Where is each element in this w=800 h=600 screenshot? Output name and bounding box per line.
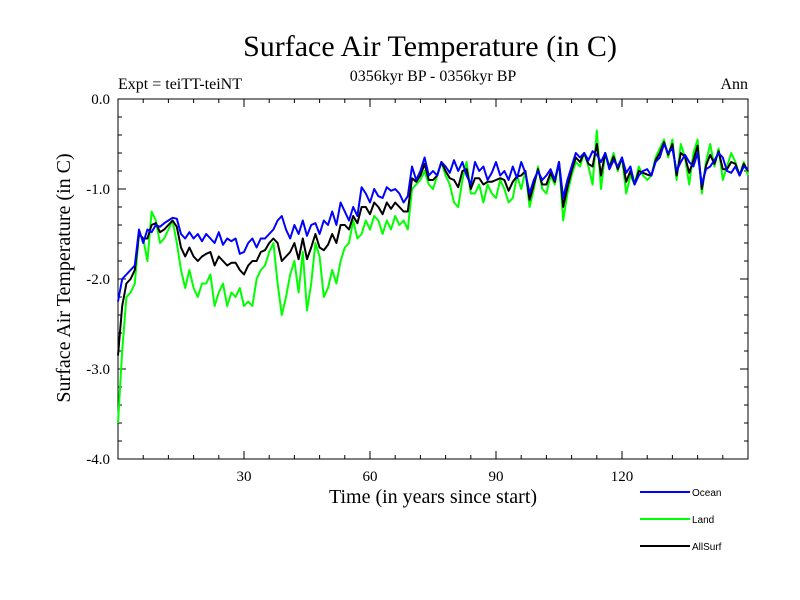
- legend-label-allsurf: AllSurf: [692, 542, 722, 553]
- legend-label-ocean: Ocean: [692, 488, 721, 499]
- chart-subtitle: 0356kyr BP - 0356kyr BP: [350, 68, 517, 85]
- series-line-allsurf: [117, 141, 749, 356]
- plot-frame: [117, 98, 749, 460]
- axis-tick-labels: 30 60 90 120 0.0 -1.0 -2.0 -3.0 -4.0: [86, 92, 633, 485]
- x-tick-label: 120: [611, 469, 634, 485]
- chart-title: Surface Air Temperature (in C): [243, 30, 617, 63]
- axis-ticks: [118, 99, 748, 459]
- y-axis-label: Surface Air Temperature (in C): [53, 153, 75, 402]
- y-tick-label: -4.0: [86, 452, 110, 468]
- series-line-ocean: [117, 143, 749, 302]
- legend: Ocean Land AllSurf: [640, 488, 722, 553]
- x-axis-label: Time (in years since start): [329, 486, 537, 508]
- season-label: Ann: [720, 76, 748, 93]
- series-lines: [117, 129, 749, 424]
- x-tick-label: 90: [489, 469, 504, 485]
- y-tick-label: -1.0: [86, 182, 110, 198]
- series-line-land: [117, 129, 749, 424]
- y-tick-label: -2.0: [86, 272, 110, 288]
- legend-label-land: Land: [692, 515, 714, 526]
- x-tick-label: 60: [363, 469, 378, 485]
- y-tick-label: 0.0: [91, 92, 110, 108]
- y-tick-label: -3.0: [86, 362, 110, 378]
- experiment-label: Expt = teiTT-teiNT: [118, 76, 242, 93]
- x-tick-label: 30: [237, 469, 252, 485]
